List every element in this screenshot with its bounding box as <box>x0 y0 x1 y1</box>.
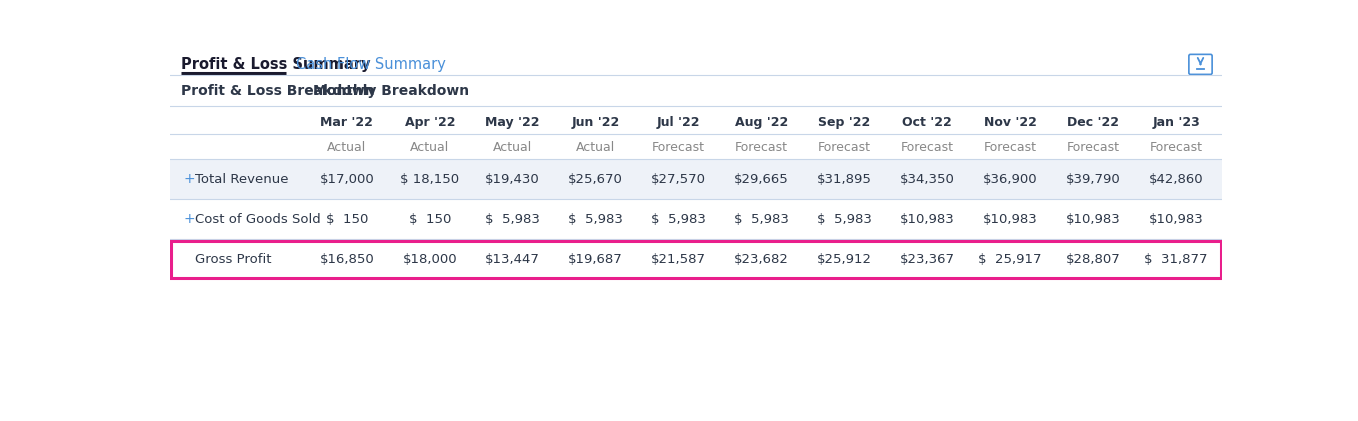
Text: Cost of Goods Sold: Cost of Goods Sold <box>196 213 320 226</box>
Text: Forecast: Forecast <box>1150 141 1203 154</box>
Text: Monthly Breakdown: Monthly Breakdown <box>314 84 470 99</box>
Text: $19,430: $19,430 <box>485 173 540 186</box>
Text: $  5,983: $ 5,983 <box>650 213 706 226</box>
Text: $  150: $ 150 <box>409 213 451 226</box>
Text: $42,860: $42,860 <box>1149 173 1203 186</box>
Text: $25,912: $25,912 <box>818 253 872 266</box>
Text: $  25,917: $ 25,917 <box>979 253 1042 266</box>
Text: $21,587: $21,587 <box>650 253 706 266</box>
Text: Jul '22: Jul '22 <box>657 116 701 129</box>
Text: +: + <box>183 212 196 226</box>
Text: $  150: $ 150 <box>326 213 368 226</box>
Text: Profit & Loss Summary: Profit & Loss Summary <box>182 57 371 72</box>
Text: Forecast: Forecast <box>983 141 1036 154</box>
Text: $16,850: $16,850 <box>319 253 375 266</box>
Bar <box>170 199 1222 239</box>
Text: $13,447: $13,447 <box>485 253 540 266</box>
Text: Actual: Actual <box>493 141 532 154</box>
Text: Actual: Actual <box>410 141 449 154</box>
Text: $36,900: $36,900 <box>983 173 1038 186</box>
Text: +: + <box>183 172 196 186</box>
Text: $39,790: $39,790 <box>1066 173 1120 186</box>
Text: $17,000: $17,000 <box>319 173 375 186</box>
Text: $ 18,150: $ 18,150 <box>401 173 459 186</box>
Bar <box>170 239 1222 279</box>
Text: Nov '22: Nov '22 <box>983 116 1036 129</box>
Text: $34,350: $34,350 <box>900 173 955 186</box>
Text: $29,665: $29,665 <box>735 173 789 186</box>
Text: $10,983: $10,983 <box>1149 213 1203 226</box>
Text: $10,983: $10,983 <box>1066 213 1120 226</box>
Text: $31,895: $31,895 <box>818 173 872 186</box>
Text: Total Revenue: Total Revenue <box>196 173 289 186</box>
Text: $10,983: $10,983 <box>900 213 955 226</box>
Text: Gross Profit: Gross Profit <box>196 253 272 266</box>
Text: Forecast: Forecast <box>818 141 870 154</box>
Text: Profit & Loss Breakdown: Profit & Loss Breakdown <box>182 84 375 99</box>
Text: $19,687: $19,687 <box>568 253 623 266</box>
Text: Cash Flow Summary: Cash Flow Summary <box>296 57 445 72</box>
Text: Sep '22: Sep '22 <box>819 116 870 129</box>
Text: $  31,877: $ 31,877 <box>1145 253 1207 266</box>
Text: $25,670: $25,670 <box>568 173 623 186</box>
Text: Apr '22: Apr '22 <box>405 116 455 129</box>
Bar <box>171 241 1221 278</box>
Text: Mar '22: Mar '22 <box>320 116 373 129</box>
Text: $  5,983: $ 5,983 <box>735 213 789 226</box>
Text: $23,682: $23,682 <box>735 253 789 266</box>
Text: Forecast: Forecast <box>652 141 705 154</box>
Text: $18,000: $18,000 <box>402 253 458 266</box>
Text: Jan '23: Jan '23 <box>1152 116 1200 129</box>
Text: Jun '22: Jun '22 <box>572 116 619 129</box>
Text: Dec '22: Dec '22 <box>1067 116 1119 129</box>
Text: $27,570: $27,570 <box>650 173 706 186</box>
Text: Oct '22: Oct '22 <box>903 116 952 129</box>
Text: $23,367: $23,367 <box>900 253 955 266</box>
FancyBboxPatch shape <box>1188 54 1213 75</box>
Text: $  5,983: $ 5,983 <box>485 213 540 226</box>
Bar <box>170 159 1222 199</box>
Text: May '22: May '22 <box>485 116 540 129</box>
Text: Forecast: Forecast <box>900 141 953 154</box>
Text: $28,807: $28,807 <box>1066 253 1120 266</box>
Text: Aug '22: Aug '22 <box>735 116 788 129</box>
Text: Forecast: Forecast <box>1066 141 1119 154</box>
Text: Forecast: Forecast <box>735 141 788 154</box>
Text: Actual: Actual <box>327 141 367 154</box>
Text: Actual: Actual <box>576 141 615 154</box>
Text: $10,983: $10,983 <box>983 213 1038 226</box>
Text: $  5,983: $ 5,983 <box>818 213 872 226</box>
Text: $  5,983: $ 5,983 <box>568 213 623 226</box>
